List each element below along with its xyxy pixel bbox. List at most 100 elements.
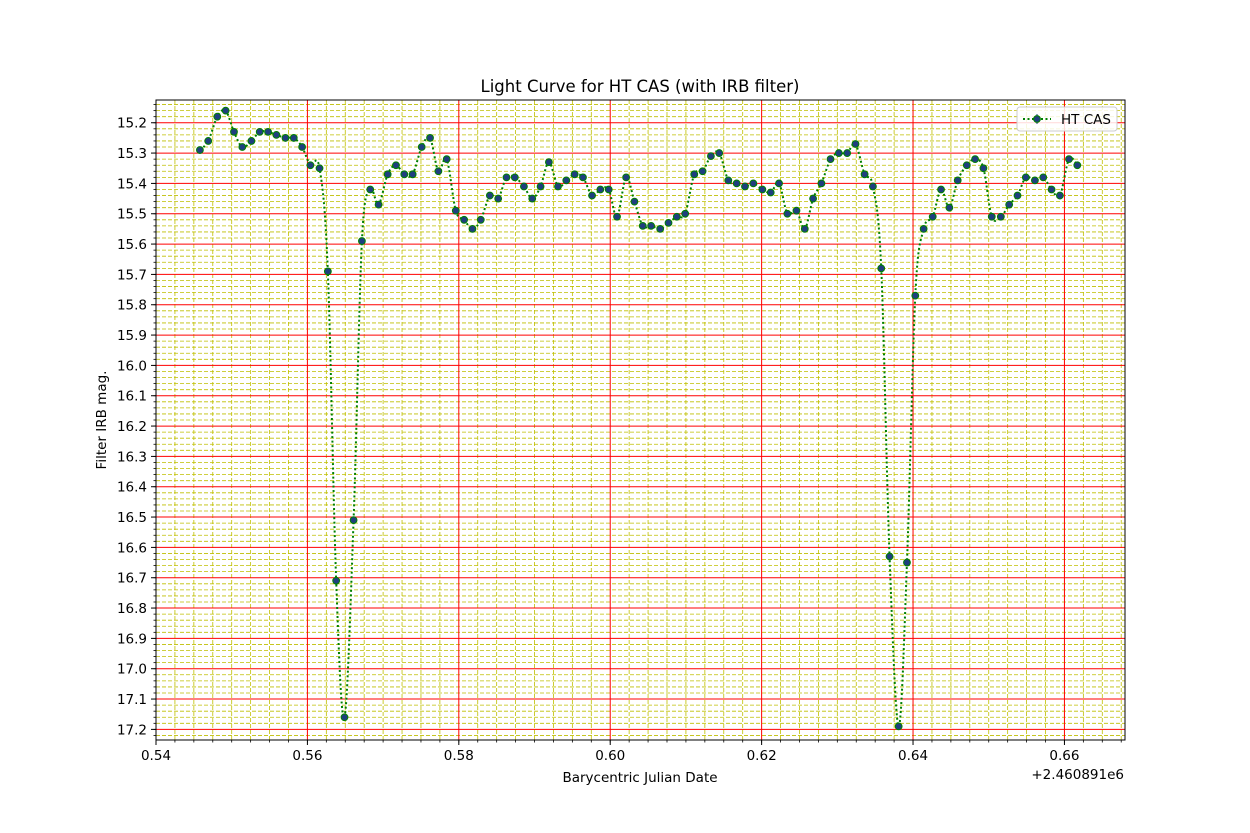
data-point [715, 149, 724, 157]
y-tick-label: 16.0 [117, 358, 147, 374]
data-point [681, 209, 690, 218]
y-tick-label: 15.8 [117, 298, 147, 314]
data-point [434, 167, 443, 176]
y-tick-label: 16.4 [117, 480, 147, 496]
data-point [826, 155, 835, 164]
data-point [528, 194, 537, 203]
data-point [400, 170, 409, 179]
x-tick-label: 0.62 [747, 748, 777, 764]
data-point [783, 209, 792, 218]
data-point [426, 134, 434, 142]
data-point [766, 188, 775, 197]
data-point [622, 173, 631, 182]
data-point [698, 167, 707, 176]
data-point [1021, 173, 1030, 182]
y-tick-label: 15.9 [117, 328, 147, 344]
x-axis-title: Barycentric Julian Date [562, 770, 717, 786]
series-line-0 [199, 108, 1079, 728]
data-point [536, 182, 545, 191]
y-tick-label: 17.1 [117, 692, 147, 708]
data-point [758, 185, 767, 194]
x-tick-label: 0.58 [444, 748, 474, 764]
y-tick-label: 16.5 [117, 510, 147, 526]
data-point [392, 161, 400, 170]
data-point [707, 152, 715, 161]
data-point [1073, 161, 1082, 170]
minor-grid [156, 100, 1125, 740]
data-point [255, 127, 264, 136]
x-tick-label: 0.64 [898, 748, 928, 764]
y-tick-label: 16.2 [117, 419, 147, 435]
data-point [834, 149, 843, 157]
data-point [289, 134, 298, 142]
y-tick-label: 16.8 [117, 601, 147, 617]
major-grid [156, 100, 1125, 740]
data-point [247, 137, 256, 145]
data-point [741, 182, 749, 191]
data-point [903, 558, 911, 567]
x-tick-label: 0.66 [1049, 748, 1079, 764]
data-point [817, 179, 826, 188]
y-tick-label: 15.3 [117, 146, 147, 162]
data-point [417, 143, 426, 151]
legend: HT CAS [1016, 106, 1118, 132]
data-point [869, 182, 877, 191]
data-point [928, 212, 937, 221]
legend-box [1016, 106, 1118, 132]
data-point [672, 212, 681, 221]
data-point [690, 170, 699, 179]
y-axis-ticks: 15.2 15.3 15.4 15.5 15.6 15.7 15.8 15.9 16.0 16.1… [117, 104, 156, 738]
data-point [570, 170, 579, 179]
data-point [647, 221, 655, 230]
data-point [792, 206, 801, 215]
data-point [945, 203, 954, 212]
data-point [1031, 176, 1039, 185]
x-axis-ticks: 0.54 0.56 0.58 0.60 0.62 0.64 0.66 [141, 740, 1122, 764]
data-point [221, 106, 230, 115]
data-point [724, 176, 733, 185]
data-point [298, 143, 307, 151]
data-point [476, 215, 485, 224]
data-point [579, 173, 587, 182]
data-point [281, 134, 290, 142]
y-tick-label: 17.0 [117, 662, 147, 678]
data-point [877, 264, 886, 273]
data-point [502, 173, 511, 182]
y-tick-label: 16.7 [117, 571, 147, 587]
data-point [306, 161, 315, 170]
data-point [809, 194, 818, 203]
data-point [613, 212, 621, 221]
data-point [196, 146, 204, 154]
data-point [1055, 191, 1064, 200]
y-tick-label: 15.6 [117, 237, 147, 253]
data-point [213, 112, 222, 121]
data-point [554, 182, 562, 191]
data-point [979, 164, 988, 173]
data-point [383, 170, 392, 179]
series-layer [196, 106, 1082, 731]
data-point [349, 516, 358, 524]
data-point [885, 552, 894, 561]
data-point [264, 127, 272, 136]
data-point [315, 164, 324, 173]
data-point [374, 200, 383, 209]
data-point [604, 185, 613, 194]
data-point [749, 179, 758, 188]
data-point [1065, 155, 1073, 164]
y-tick-label: 15.7 [117, 267, 147, 283]
y-tick-label: 15.5 [117, 207, 147, 223]
data-point [485, 191, 494, 200]
data-point [442, 155, 451, 164]
chart-title: Light Curve for HT CAS (with IRB filter) [481, 77, 800, 96]
data-point [1005, 200, 1014, 209]
data-point [366, 185, 375, 194]
data-point [919, 225, 928, 233]
data-point [1039, 173, 1048, 182]
legend-label: HT CAS [1061, 112, 1111, 128]
legend-marker [1033, 115, 1041, 123]
data-point [971, 155, 980, 164]
x-axis-offset-label: +2.460891e6 [1031, 767, 1124, 783]
y-tick-label: 15.4 [117, 176, 147, 192]
data-point [953, 176, 962, 185]
